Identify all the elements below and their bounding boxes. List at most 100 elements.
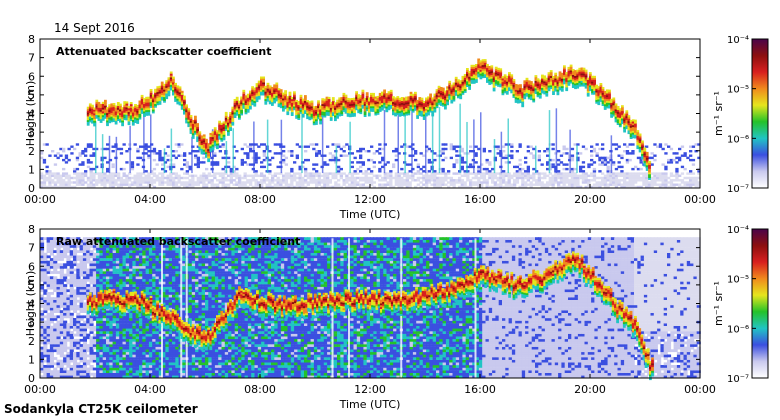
x-tick-label: 16:00 [464, 193, 496, 206]
cloud-cell [378, 102, 382, 105]
cloud-cell [457, 79, 460, 82]
fall-streak [150, 114, 152, 174]
cloud-cell [481, 61, 485, 64]
backscatter-cell [565, 181, 569, 184]
backscatter-cell [92, 185, 96, 189]
backscatter-cell [411, 154, 415, 157]
backscatter-cell [232, 183, 236, 186]
backscatter-cell [513, 179, 517, 182]
backscatter-cell [40, 375, 45, 379]
cloud-cell [255, 96, 259, 99]
cloud-cell [187, 123, 191, 126]
backscatter-cell [477, 181, 481, 184]
backscatter-cell [337, 179, 341, 182]
cloud-cell [224, 113, 228, 116]
backscatter-cell [691, 158, 696, 162]
backscatter-cell [166, 183, 170, 186]
cloud-cell [457, 88, 460, 91]
cloud-cell [185, 115, 188, 118]
cloud-cell [242, 93, 246, 96]
cloud-cell [552, 76, 555, 79]
cloud-cell [180, 103, 184, 107]
backscatter-cell [658, 145, 663, 148]
cloud-cell [288, 104, 292, 107]
backscatter-cell [551, 174, 555, 177]
cloud-cell [409, 108, 413, 111]
cloud-cell [398, 105, 402, 108]
cloud-cell [593, 77, 596, 80]
backscatter-cell [276, 172, 280, 175]
backscatter-cell [49, 271, 54, 274]
cloud-cell [505, 81, 509, 84]
backscatter-cell [348, 185, 352, 189]
cloud-cell [156, 88, 160, 91]
cloud-cell [623, 120, 626, 124]
backscatter-cell [438, 179, 442, 182]
backscatter-cell [271, 176, 275, 180]
backscatter-cell [81, 161, 85, 164]
cloud-cell [614, 112, 618, 115]
backscatter-cell [216, 185, 220, 189]
backscatter-cell [119, 167, 124, 171]
cloud-cell [251, 101, 254, 104]
cloud-cell [178, 103, 182, 106]
cloud-cell [452, 84, 456, 87]
cloud-cell [552, 90, 555, 94]
cloud-cell [545, 90, 549, 93]
backscatter-cell [196, 150, 200, 153]
backscatter-cell [592, 161, 597, 164]
backscatter-cell [103, 183, 107, 186]
cloud-cell [131, 110, 135, 113]
cloud-cell [260, 87, 263, 90]
backscatter-cell [529, 183, 533, 186]
backscatter-cell [40, 312, 45, 316]
cloud-cell [143, 103, 146, 106]
cloud-cell [116, 103, 120, 107]
cloud-cell [614, 114, 618, 117]
cloud-cell [616, 117, 620, 120]
backscatter-cell [452, 183, 456, 186]
cloud-cell [629, 133, 633, 136]
cloud-cell [282, 107, 285, 110]
cloud-cell [147, 104, 151, 107]
cloud-cell [547, 87, 551, 90]
cloud-cell [638, 135, 642, 138]
backscatter-cell [614, 167, 619, 171]
backscatter-cell [587, 179, 591, 182]
backscatter-cell [290, 154, 294, 157]
backscatter-cell [392, 163, 396, 166]
cloud-cell [334, 115, 337, 118]
backscatter-cell [213, 145, 217, 148]
backscatter-cell [491, 185, 495, 189]
backscatter-cell [312, 143, 316, 146]
backscatter-cell [309, 176, 313, 180]
backscatter-cell [383, 143, 387, 146]
cloud-cell [514, 91, 518, 94]
cloud-cell [165, 85, 169, 88]
cloud-cell [512, 88, 516, 91]
cloud-cell [521, 93, 525, 96]
backscatter-cell [477, 185, 481, 189]
cloud-cell [370, 105, 373, 109]
cloud-cell [429, 99, 432, 102]
backscatter-cell [551, 158, 555, 162]
backscatter-cell [53, 268, 58, 272]
backscatter-cell [590, 172, 594, 175]
cloud-cell [610, 104, 613, 107]
backscatter-cell [144, 185, 148, 189]
backscatter-cell [188, 185, 192, 189]
backscatter-cell [570, 154, 575, 157]
cloud-cell [213, 142, 217, 145]
cloud-cell [601, 96, 605, 99]
cloud-cell [253, 98, 257, 101]
cloud-cell [433, 110, 437, 113]
cloud-cell [505, 83, 509, 86]
cloud-cell [240, 103, 243, 107]
cloud-cell [176, 102, 180, 105]
backscatter-cell [284, 172, 288, 175]
cloud-cell [549, 72, 553, 75]
cloud-cell [461, 77, 465, 80]
backscatter-cell [92, 147, 96, 151]
cloud-cell [169, 80, 173, 83]
cloud-cell [446, 88, 449, 91]
